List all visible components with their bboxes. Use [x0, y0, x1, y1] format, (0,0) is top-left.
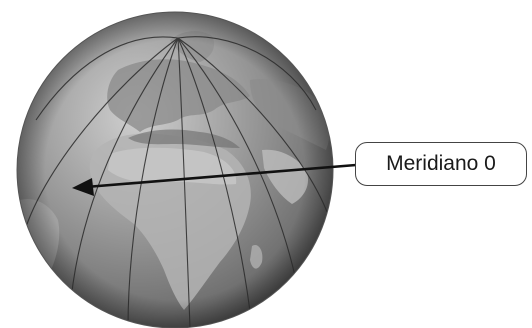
meridian-line	[177, 36, 317, 111]
meridian-line	[177, 37, 331, 221]
meridian-callout-label: Meridiano 0	[355, 142, 527, 186]
meridian-line	[21, 37, 179, 241]
meridian-arrow	[72, 163, 357, 196]
meridian-callout-text: Meridiano 0	[386, 152, 496, 175]
meridian-line	[35, 36, 179, 121]
meridian-line	[69, 37, 179, 311]
meridian-grid	[21, 36, 331, 328]
meridian-line	[127, 37, 179, 328]
meridian-line	[177, 37, 301, 301]
meridian-line	[177, 37, 191, 328]
meridian-line	[177, 37, 253, 328]
